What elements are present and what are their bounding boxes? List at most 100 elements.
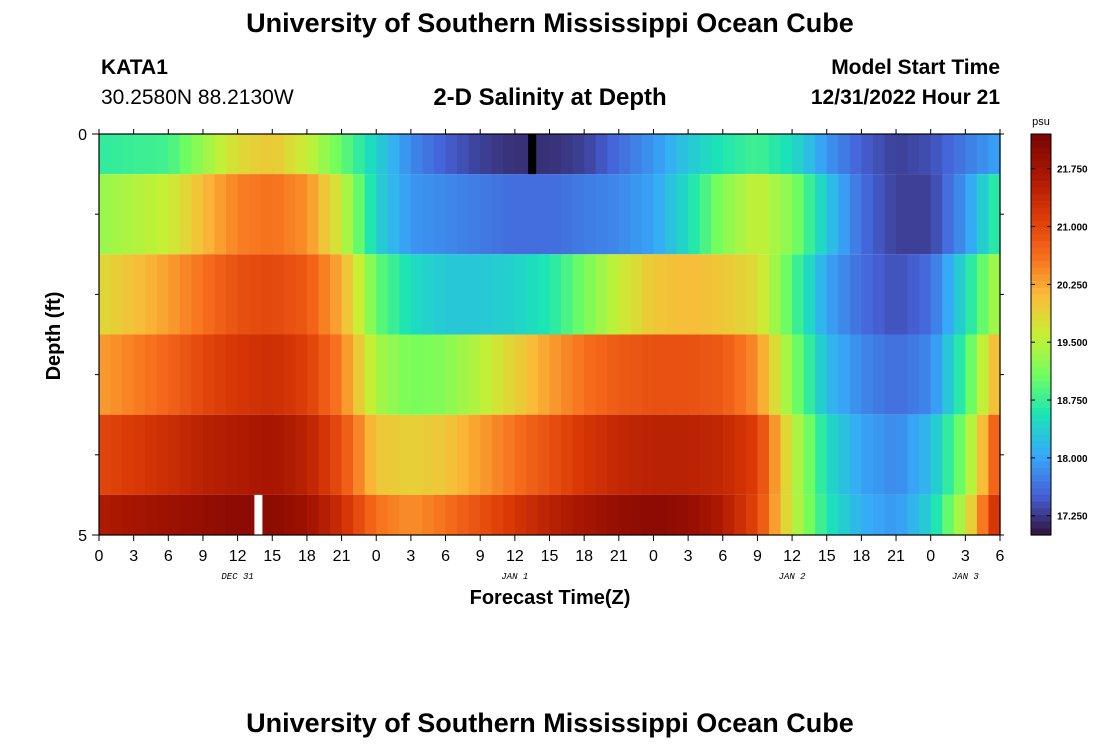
- layer-4-cell: [214, 334, 227, 415]
- layer-5-cell: [179, 414, 193, 495]
- layer-3-cell: [815, 254, 828, 335]
- layer-5-cell: [260, 414, 273, 495]
- layer-5-cell: [676, 414, 689, 495]
- layer-6-cell: [202, 494, 216, 535]
- layer-6-cell: [410, 494, 424, 535]
- layer-2-cell: [99, 174, 112, 255]
- layer-4-cell: [514, 334, 527, 415]
- layer-2-cell: [341, 174, 354, 255]
- layer-6-cell: [607, 494, 620, 535]
- layer-1-cell: [110, 134, 123, 175]
- layer-5-cell: [364, 414, 377, 495]
- layer-6-cell: [849, 494, 862, 535]
- layer-1-cell: [549, 134, 562, 175]
- layer-1-cell: [226, 134, 239, 175]
- colorbar-segment: [1031, 234, 1051, 242]
- colorbar-segment: [1031, 174, 1051, 182]
- layer-5-cell: [976, 414, 990, 495]
- layer-5-cell: [468, 414, 481, 495]
- layer-2-cell: [630, 174, 643, 255]
- layer-2-cell: [468, 174, 481, 255]
- date-label: JAN 3: [952, 572, 980, 582]
- colorbar-segment: [1031, 448, 1051, 456]
- layer-3-cell: [214, 254, 227, 335]
- colorbar-segment: [1031, 481, 1051, 489]
- layer-2-cell: [156, 174, 169, 255]
- x-tick-label: 0: [649, 548, 658, 565]
- layer-3-cell: [122, 254, 135, 335]
- x-tick-label: 21: [333, 548, 351, 565]
- layer-4-cell: [468, 334, 481, 415]
- layer-6-cell: [768, 494, 782, 535]
- layer-3-cell: [503, 254, 516, 335]
- layer-3-cell: [896, 254, 909, 335]
- layer-1-cell: [884, 134, 897, 175]
- layer-3-cell: [745, 254, 759, 335]
- layer-2-cell: [168, 174, 181, 255]
- layer-6-cell: [272, 494, 285, 535]
- layer-5-cell: [168, 414, 181, 495]
- layer-4-cell: [226, 334, 239, 415]
- layer-3-cell: [364, 254, 377, 335]
- layer-3-cell: [803, 254, 816, 335]
- layer-3-cell: [353, 254, 366, 335]
- layer-6-cell: [896, 494, 909, 535]
- layer-6-cell: [364, 494, 377, 535]
- layer-4-cell: [861, 334, 874, 415]
- x-tick-label: 12: [783, 548, 801, 565]
- layer-5-cell: [907, 414, 920, 495]
- layer-5-cell: [549, 414, 562, 495]
- layer-4-cell: [202, 334, 216, 415]
- layer-5-cell: [341, 414, 354, 495]
- colorbar-tick-label: 18.750: [1057, 396, 1088, 407]
- layer-2-cell: [699, 174, 712, 255]
- layer-3-cell: [457, 254, 470, 335]
- layer-4-cell: [872, 334, 886, 415]
- colorbar-segment: [1031, 154, 1051, 162]
- layer-4-cell: [734, 334, 747, 415]
- layer-2-cell: [676, 174, 689, 255]
- x-tick-label: 3: [406, 548, 415, 565]
- layer-2-cell: [688, 174, 701, 255]
- layer-6-cell: [688, 494, 701, 535]
- layer-3-cell: [861, 254, 874, 335]
- colorbar-segment: [1031, 347, 1051, 356]
- layer-3-cell: [838, 254, 851, 335]
- layer-4-cell: [688, 334, 701, 415]
- layer-1-cell: [976, 134, 990, 175]
- layer-2-cell: [503, 174, 516, 255]
- date-label: JAN 1: [501, 572, 528, 582]
- layer-1-cell: [965, 134, 978, 175]
- layer-6-cell: [353, 494, 366, 535]
- layer-2-cell: [387, 174, 400, 255]
- colorbar-segment: [1031, 254, 1051, 262]
- layer-4-cell: [179, 334, 193, 415]
- layer-6-cell: [734, 494, 747, 535]
- layer-1-cell: [457, 134, 470, 175]
- colorbar-segment: [1031, 434, 1051, 443]
- layer-6-cell: [503, 494, 516, 535]
- layer-5-cell: [330, 414, 343, 495]
- colorbar-segment: [1031, 394, 1051, 402]
- layer-5-cell: [410, 414, 424, 495]
- layer-4-cell: [815, 334, 828, 415]
- colorbar-segment: [1031, 528, 1051, 536]
- layer-1-cell: [272, 134, 285, 175]
- layer-5-cell: [283, 414, 296, 495]
- layer-5-cell: [237, 414, 250, 495]
- layer-2-cell: [803, 174, 816, 255]
- layer-4-cell: [884, 334, 897, 415]
- layer-1-cell: [607, 134, 620, 175]
- layer-1-cell: [410, 134, 424, 175]
- layer-2-cell: [641, 174, 655, 255]
- layer-3-cell: [537, 254, 551, 335]
- layer-6-cell: [433, 494, 447, 535]
- colorbar-segment: [1031, 281, 1051, 289]
- layer-6-cell: [826, 494, 839, 535]
- layer-4-cell: [422, 334, 435, 415]
- layer-4-cell: [607, 334, 620, 415]
- colorbar-segment: [1031, 367, 1051, 376]
- layer-5-cell: [722, 414, 735, 495]
- layer-2-cell: [330, 174, 343, 255]
- layer-4-cell: [480, 334, 493, 415]
